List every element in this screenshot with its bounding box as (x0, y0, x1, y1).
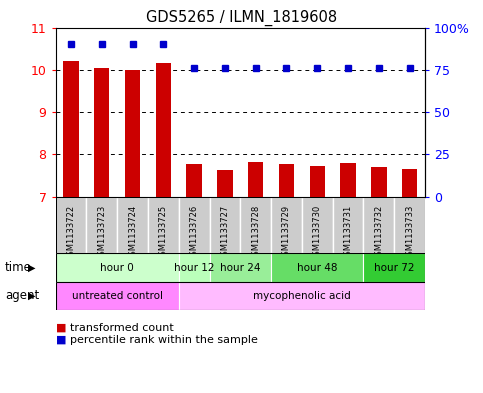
Bar (179, 282, 425, 310)
Bar (210, 253, 271, 282)
Bar (94, 68, 110, 196)
Text: mycophenolic acid: mycophenolic acid (253, 291, 351, 301)
Bar (210, 196, 240, 253)
Bar (271, 196, 302, 253)
Bar (217, 170, 233, 196)
Text: transformed count: transformed count (70, 323, 174, 333)
Text: GSM1133724: GSM1133724 (128, 205, 137, 261)
Text: ■: ■ (56, 323, 66, 333)
Bar (148, 196, 179, 253)
Text: GSM1133728: GSM1133728 (251, 205, 260, 261)
Text: GSM1133722: GSM1133722 (67, 205, 75, 261)
Text: GSM1133729: GSM1133729 (282, 205, 291, 261)
Text: GSM1133725: GSM1133725 (159, 205, 168, 261)
Bar (56, 196, 86, 253)
Bar (364, 253, 425, 282)
Text: untreated control: untreated control (71, 291, 163, 301)
Bar (310, 166, 325, 196)
Bar (56, 253, 179, 282)
Text: GSM1133723: GSM1133723 (97, 205, 106, 261)
Bar (179, 253, 210, 282)
Bar (86, 196, 117, 253)
Bar (333, 196, 364, 253)
Text: hour 72: hour 72 (374, 263, 414, 273)
Bar (394, 196, 425, 253)
Bar (179, 196, 210, 253)
Text: GSM1133730: GSM1133730 (313, 205, 322, 261)
Text: ■: ■ (56, 334, 66, 345)
Bar (186, 163, 202, 196)
Bar (341, 163, 356, 196)
Bar (302, 196, 333, 253)
Bar (56, 282, 179, 310)
Text: GSM1133731: GSM1133731 (343, 205, 353, 261)
Bar (248, 162, 263, 196)
Text: GSM1133727: GSM1133727 (220, 205, 229, 261)
Text: ▶: ▶ (28, 291, 35, 301)
Bar (271, 253, 364, 282)
Text: hour 0: hour 0 (100, 263, 134, 273)
Text: ▶: ▶ (28, 263, 35, 273)
Bar (240, 196, 271, 253)
Bar (279, 164, 294, 196)
Text: GSM1133733: GSM1133733 (405, 205, 414, 261)
Text: GDS5265 / ILMN_1819608: GDS5265 / ILMN_1819608 (146, 10, 337, 26)
Bar (125, 70, 140, 196)
Bar (371, 167, 386, 196)
Text: time: time (5, 261, 32, 274)
Bar (156, 63, 171, 196)
Text: GSM1133732: GSM1133732 (374, 205, 384, 261)
Bar (63, 61, 79, 196)
Bar (402, 169, 417, 196)
Text: percentile rank within the sample: percentile rank within the sample (70, 334, 258, 345)
Bar (117, 196, 148, 253)
Text: agent: agent (5, 289, 39, 303)
Text: hour 24: hour 24 (220, 263, 260, 273)
Text: GSM1133726: GSM1133726 (190, 205, 199, 261)
Bar (364, 196, 394, 253)
Text: hour 48: hour 48 (297, 263, 338, 273)
Text: hour 12: hour 12 (174, 263, 214, 273)
